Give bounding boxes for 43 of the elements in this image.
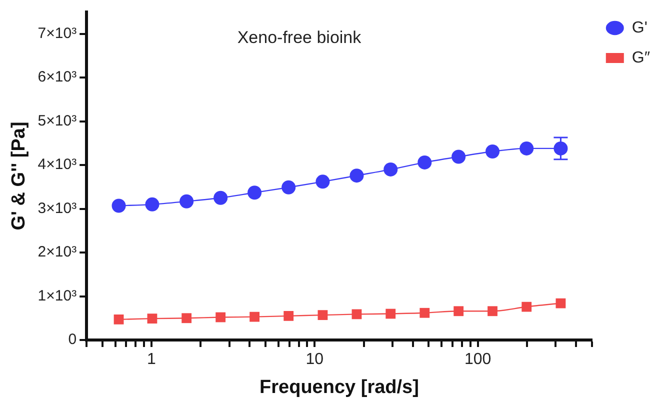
point (520, 141, 534, 156)
point (248, 186, 262, 200)
x-axis-title: Frequency [rad/s] (260, 376, 419, 398)
point (318, 310, 328, 320)
y-axis-title: G' & G'' [Pa] (8, 122, 30, 230)
legend-label: G' (632, 19, 648, 36)
text: Xeno-free bioink (237, 28, 362, 48)
point (316, 174, 330, 189)
point (556, 298, 566, 308)
point (182, 313, 192, 324)
y-tick-label: 1×10³ (38, 287, 77, 304)
point (350, 168, 364, 183)
point (418, 155, 432, 170)
point (282, 180, 296, 194)
y-tick-label: 7×10³ (38, 25, 77, 42)
point (486, 144, 500, 159)
point (214, 190, 228, 205)
point (352, 309, 362, 320)
x-tick-label: 1 (147, 351, 156, 368)
point (112, 198, 126, 213)
point (384, 162, 398, 176)
point (452, 150, 466, 164)
legend-label: G″ (632, 49, 650, 66)
point (145, 197, 160, 212)
y-tick-label: 5×10³ (38, 112, 77, 130)
point (386, 308, 396, 319)
point (180, 194, 194, 208)
y-tick-label: 4×10³ (38, 156, 77, 174)
point (488, 306, 498, 316)
y-tick-label: 0 (68, 331, 77, 348)
point (454, 306, 464, 316)
point (522, 302, 532, 312)
point (147, 314, 158, 324)
point (216, 312, 226, 322)
point (250, 312, 260, 322)
point (420, 308, 430, 318)
y-tick-label: 3×10³ (38, 200, 77, 217)
x-tick-label: 100 (464, 351, 492, 368)
x-tick-label: 10 (306, 351, 324, 368)
y-tick-label: 2×10³ (38, 244, 77, 261)
point (284, 310, 294, 321)
point (114, 314, 124, 324)
y-tick-label: 6×10³ (38, 68, 77, 86)
